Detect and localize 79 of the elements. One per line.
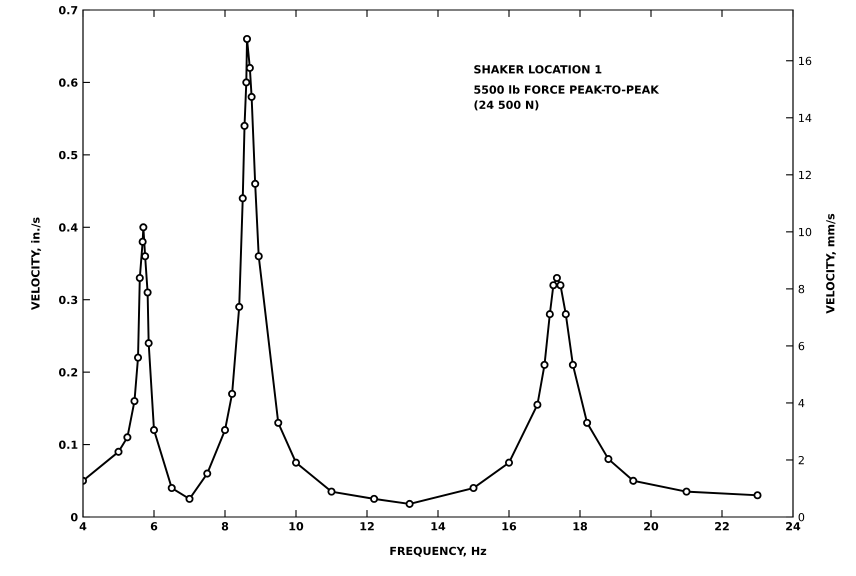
point	[123, 433, 132, 442]
y-tick-label: 0.6	[58, 78, 78, 87]
y-tick-label: 0.3	[58, 296, 78, 304]
point	[370, 494, 378, 503]
y2-tick-label: 10	[799, 228, 812, 236]
point	[583, 418, 592, 427]
y-axis-title: VELOCITY, in./s	[31, 217, 42, 310]
y2-tick-label: 16	[799, 56, 812, 66]
y-tick-label: 0	[70, 512, 78, 522]
x-tick-label: 12	[360, 522, 374, 530]
x-tick-label: 6	[150, 522, 158, 530]
point	[139, 223, 148, 232]
y2-tick-label: 6	[798, 342, 804, 350]
y-tick-label: 0.2	[58, 368, 78, 377]
point	[248, 92, 256, 101]
y-tick-label: 0.1	[58, 440, 78, 449]
point	[568, 360, 577, 369]
x-tick-label: 4	[80, 522, 86, 530]
point	[144, 339, 153, 348]
y2-tick-label: 8	[798, 284, 804, 294]
x-tick-label: 22	[715, 522, 729, 530]
point	[242, 78, 250, 86]
y2-tick-label: 0	[798, 512, 804, 522]
point	[246, 64, 254, 72]
x-tick-label: 20	[644, 522, 658, 530]
point	[136, 274, 144, 282]
x-tick-label: 18	[574, 522, 588, 530]
point	[238, 194, 247, 202]
point	[629, 476, 638, 485]
y-tick-label: 0.5	[58, 150, 78, 160]
point	[203, 470, 212, 478]
point	[682, 488, 691, 496]
point	[604, 455, 612, 464]
point	[327, 488, 336, 496]
point	[562, 310, 570, 318]
point	[235, 302, 244, 311]
point	[141, 252, 150, 260]
point	[753, 491, 762, 500]
y2-tick-label: 4	[798, 399, 804, 408]
point	[274, 418, 282, 427]
x-axis-title: FREQUENCY, Hz	[390, 546, 486, 557]
x-tick-label: 10	[290, 522, 304, 530]
x-tick-label: 24	[786, 522, 800, 530]
y2-tick-label: 12	[799, 170, 811, 180]
x-tick-label: 14	[432, 522, 446, 530]
point	[138, 238, 147, 246]
y-tick-label: 0.7	[58, 6, 78, 14]
point	[504, 458, 514, 467]
y2-axis-title: VELOCITY, mm/s	[826, 214, 836, 314]
point	[240, 122, 249, 130]
point	[406, 500, 414, 508]
annotation: 5500 lb FORCE PEAK-TO-PEAK	[474, 85, 660, 94]
x-tick-label: 16	[502, 522, 516, 530]
point	[185, 494, 194, 503]
point	[254, 252, 263, 260]
point	[546, 310, 554, 318]
point	[134, 354, 142, 362]
point	[130, 397, 139, 406]
x-tick-label: 8	[222, 522, 228, 530]
point	[228, 390, 236, 398]
y2-tick-label: 2	[798, 456, 804, 464]
point	[150, 426, 158, 434]
point	[292, 458, 300, 467]
point	[220, 426, 230, 434]
annotation: (24 500 N)	[474, 100, 538, 110]
y-tick-label: 0.4	[58, 223, 78, 232]
point	[114, 448, 123, 456]
point	[168, 484, 176, 492]
point	[549, 281, 558, 290]
point	[552, 274, 561, 282]
point	[251, 180, 260, 188]
annotation: SHAKER LOCATION 1	[474, 65, 602, 74]
point	[533, 400, 542, 409]
point	[556, 281, 565, 290]
point	[242, 34, 252, 43]
point	[469, 484, 478, 492]
y2-tick-label: 14	[799, 114, 812, 122]
point	[540, 360, 549, 369]
point	[144, 288, 152, 296]
